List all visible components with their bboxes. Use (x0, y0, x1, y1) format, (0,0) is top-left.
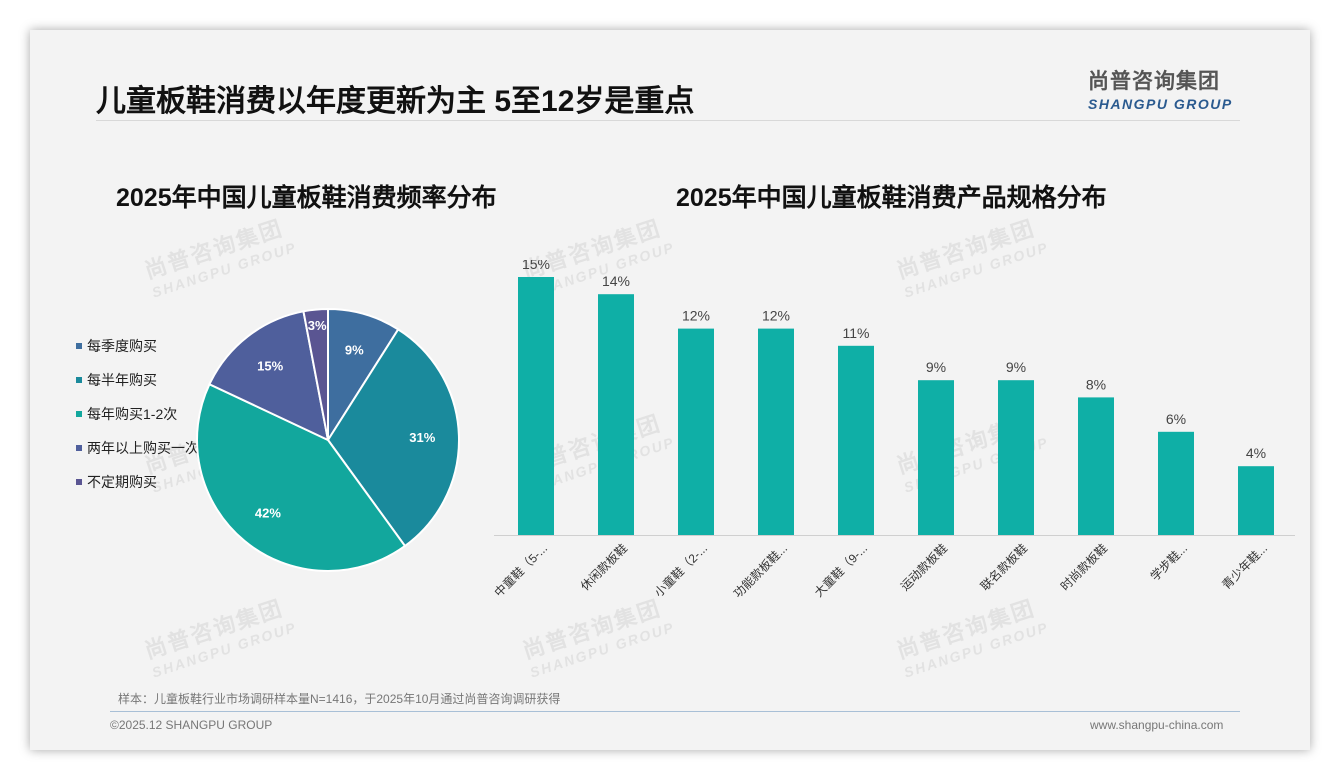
pie-slice-label: 42% (255, 506, 281, 521)
bar-value-label: 11% (843, 325, 870, 341)
legend-label: 两年以上购买一次 (87, 440, 199, 456)
bar-value-label: 15% (522, 260, 550, 272)
legend-item: 每季度购买 (76, 336, 206, 370)
x-tick-label: 运动款板鞋 (897, 541, 950, 594)
bar-value-label: 14% (602, 273, 630, 289)
x-tick-label: 学步鞋... (1147, 541, 1190, 584)
bar (758, 328, 794, 535)
legend-swatch (76, 479, 82, 485)
legend-label: 不定期购买 (87, 474, 157, 490)
bar-value-label: 4% (1246, 445, 1266, 461)
bar (1078, 397, 1114, 535)
legend-label: 每半年购买 (87, 372, 157, 388)
pie-slice-label: 9% (345, 342, 364, 357)
pie-chart: 9% 31% 42% 15% 3% (196, 307, 460, 572)
bar-value-label: 12% (762, 308, 790, 324)
x-tick-label: 中童鞋（5-... (491, 541, 550, 600)
pie-slice (208, 310, 330, 442)
slide: 尚普咨询集团 SHANGPU GROUP 尚普咨询集团 SHANGPU GROUP … (30, 30, 1310, 750)
x-tick-label: 小童鞋（2-... (651, 541, 710, 600)
brand-name-en: SHANGPU GROUP (1088, 96, 1233, 112)
pie-chart-title: 2025年中国儿童板鞋消费频率分布 (116, 184, 497, 212)
copyright: ©2025.12 SHANGPU GROUP (110, 718, 273, 732)
bar (998, 380, 1034, 535)
legend-swatch (76, 343, 82, 349)
bar-chart-title: 2025年中国儿童板鞋消费产品规格分布 (676, 184, 1107, 212)
brand-logo: 尚普咨询集团 SHANGPU GROUP (1088, 65, 1233, 112)
pie-slice (326, 328, 460, 548)
pie-legend: 每季度购买 每半年购买 每年购买1-2次 两年以上购买一次 不定期购买 (76, 336, 206, 506)
title-divider (96, 120, 1240, 121)
bar (1238, 466, 1274, 535)
legend-swatch (76, 411, 82, 417)
bar (1158, 431, 1194, 535)
legend-item: 每年购买1-2次 (76, 404, 206, 438)
bar-value-label: 12% (682, 308, 710, 324)
legend-label: 每季度购买 (87, 338, 157, 354)
bar (678, 328, 714, 535)
pie-slice-label: 3% (308, 318, 327, 333)
legend-label: 每年购买1-2次 (87, 406, 178, 422)
x-tick-label: 大童鞋（9-... (811, 541, 870, 600)
bar (918, 380, 954, 535)
x-tick-label: 联名款板鞋 (977, 541, 1030, 594)
bar-value-label: 9% (926, 359, 946, 375)
x-tick-label: 功能款板鞋... (730, 541, 790, 601)
legend-item: 每半年购买 (76, 370, 206, 404)
pie-slice (302, 307, 329, 441)
sample-note: 样本：儿童板鞋行业市场调研样本量N=1416，于2025年10月通过尚普咨询调研… (118, 692, 561, 706)
x-tick-label: 时尚款板鞋 (1057, 541, 1110, 594)
legend-swatch (76, 445, 82, 451)
pie-slice (196, 382, 407, 572)
bar-value-label: 9% (1006, 359, 1026, 375)
x-tick-label: 休闲款板鞋 (577, 541, 630, 594)
pie-slice-label: 31% (409, 430, 435, 445)
bar (598, 294, 634, 535)
page-title: 儿童板鞋消费以年度更新为主 5至12岁是重点 (96, 85, 695, 118)
legend-item: 两年以上购买一次 (76, 438, 206, 472)
bar (838, 345, 874, 535)
bar-chart: 15% 中童鞋（5-... 14% 休闲款板鞋 12% 小童鞋（2-... 12% 功能款板鞋… (491, 260, 1295, 601)
legend-item: 不定期购买 (76, 472, 206, 506)
bar (518, 277, 554, 535)
bar-value-label: 8% (1086, 376, 1106, 392)
x-tick-label: 青少年鞋... (1218, 541, 1270, 593)
footer-divider (110, 711, 1240, 712)
legend-swatch (76, 377, 82, 383)
brand-name-cn: 尚普咨询集团 (1088, 70, 1220, 93)
website-link[interactable]: www.shangpu-china.com (1090, 718, 1224, 732)
bar-value-label: 6% (1166, 411, 1186, 427)
pie-slice-label: 15% (257, 358, 283, 373)
